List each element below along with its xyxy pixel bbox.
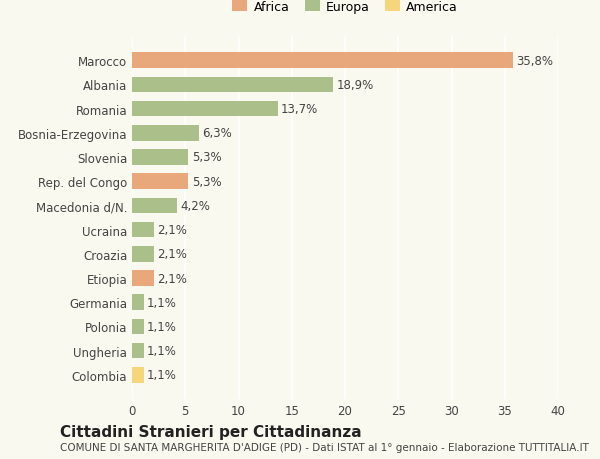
Text: 13,7%: 13,7% bbox=[281, 103, 319, 116]
Bar bbox=[132, 343, 144, 358]
Text: 2,1%: 2,1% bbox=[158, 272, 187, 285]
Text: 1,1%: 1,1% bbox=[147, 320, 177, 333]
Bar bbox=[132, 53, 513, 69]
Text: COMUNE DI SANTA MARGHERITA D'ADIGE (PD) - Dati ISTAT al 1° gennaio - Elaborazion: COMUNE DI SANTA MARGHERITA D'ADIGE (PD) … bbox=[60, 442, 589, 452]
Bar bbox=[132, 270, 154, 286]
Bar bbox=[132, 319, 144, 335]
Text: 1,1%: 1,1% bbox=[147, 344, 177, 358]
Bar bbox=[132, 126, 199, 141]
Text: 1,1%: 1,1% bbox=[147, 369, 177, 381]
Text: 4,2%: 4,2% bbox=[180, 200, 210, 213]
Text: 2,1%: 2,1% bbox=[158, 224, 187, 236]
Text: 18,9%: 18,9% bbox=[337, 78, 374, 92]
Bar bbox=[132, 150, 188, 166]
Text: 2,1%: 2,1% bbox=[158, 248, 187, 261]
Text: 6,3%: 6,3% bbox=[202, 127, 232, 140]
Bar bbox=[132, 198, 177, 214]
Text: 1,1%: 1,1% bbox=[147, 296, 177, 309]
Bar bbox=[132, 367, 144, 383]
Text: 5,3%: 5,3% bbox=[191, 175, 221, 188]
Text: 35,8%: 35,8% bbox=[517, 55, 553, 67]
Bar bbox=[132, 78, 333, 93]
Legend: Africa, Europa, America: Africa, Europa, America bbox=[227, 0, 463, 19]
Bar bbox=[132, 101, 278, 117]
Bar bbox=[132, 246, 154, 262]
Text: Cittadini Stranieri per Cittadinanza: Cittadini Stranieri per Cittadinanza bbox=[60, 425, 362, 440]
Text: 5,3%: 5,3% bbox=[191, 151, 221, 164]
Bar bbox=[132, 295, 144, 310]
Bar bbox=[132, 222, 154, 238]
Bar bbox=[132, 174, 188, 190]
